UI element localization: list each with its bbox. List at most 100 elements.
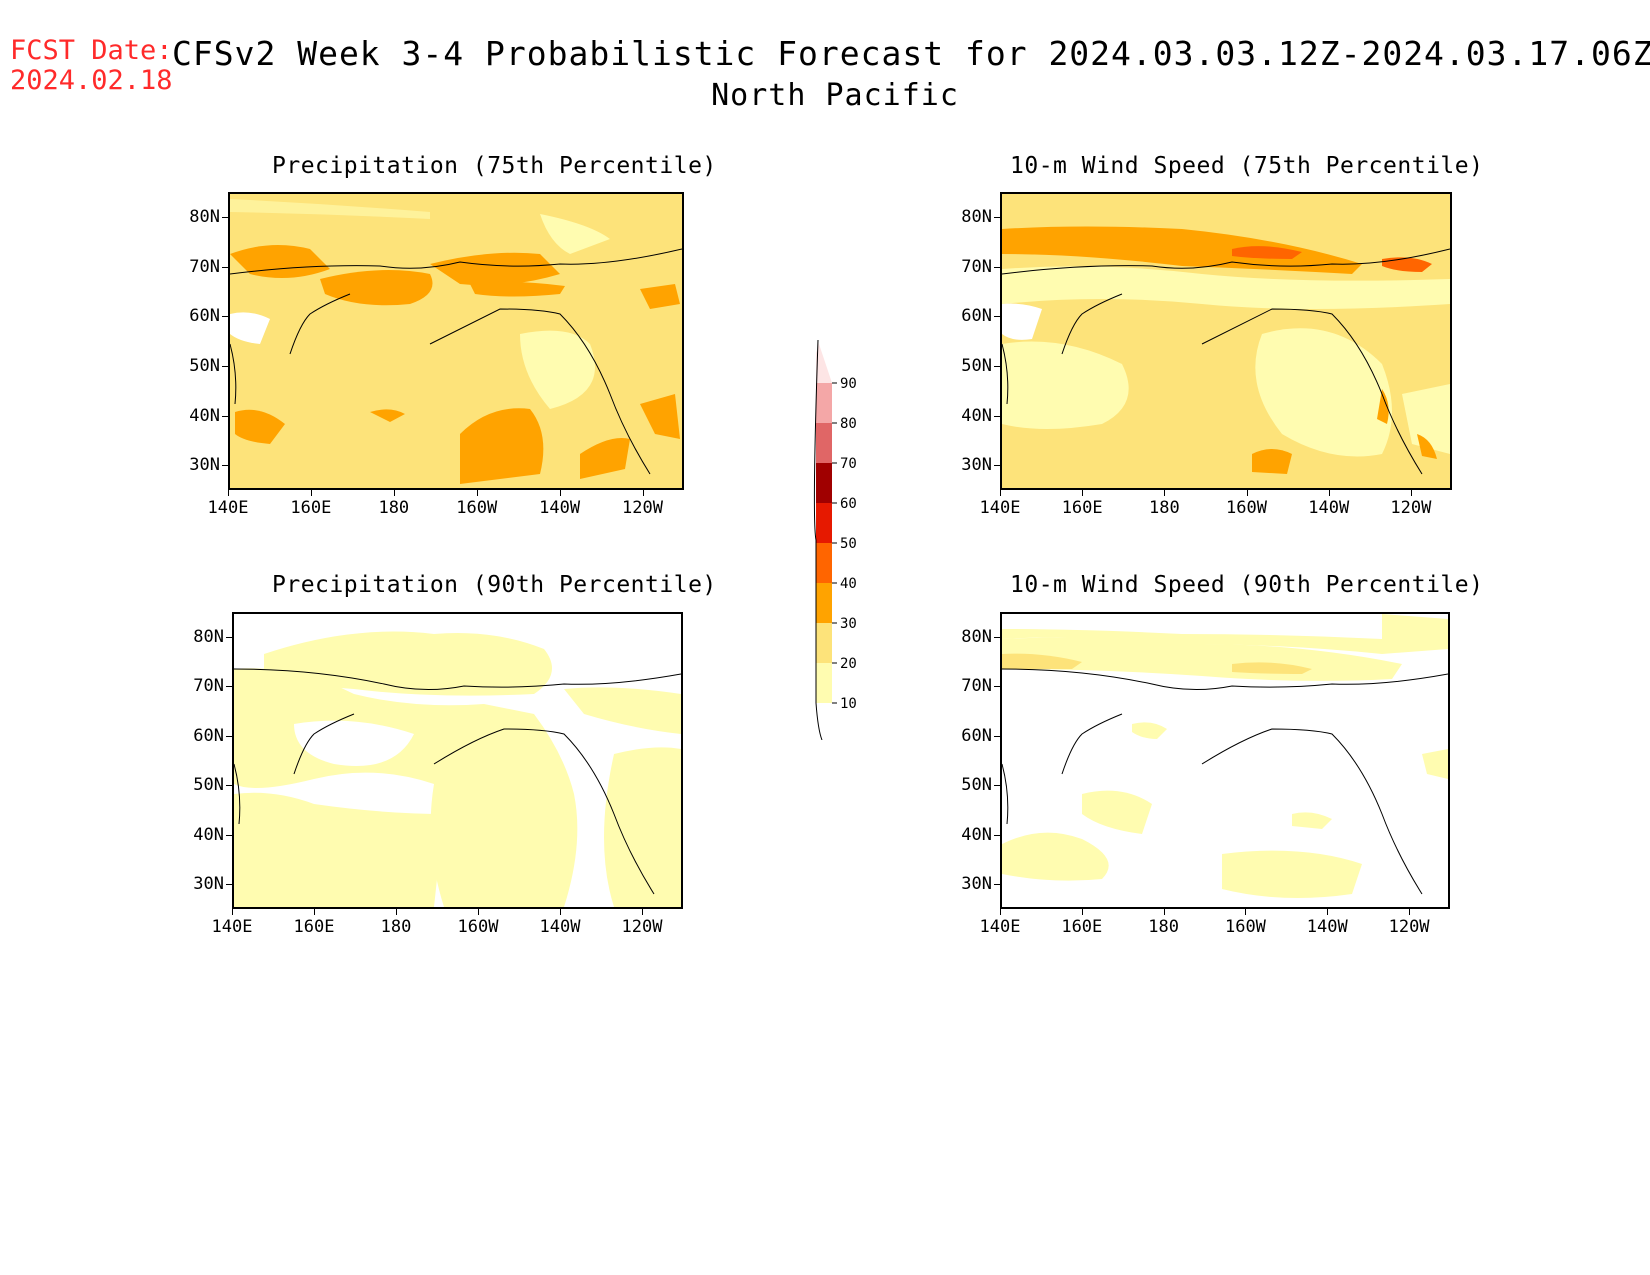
lat-tick <box>222 365 228 367</box>
fcst-date: 2024.02.18 <box>10 65 173 96</box>
colorbar-label: 80 <box>840 416 857 432</box>
colorbar-label: 60 <box>840 496 857 512</box>
lat-tick <box>222 266 228 268</box>
lat-label: 60N <box>961 306 992 327</box>
lat-tick <box>226 735 232 737</box>
lon-label: 180 <box>1148 917 1179 937</box>
fcst-label: FCST Date: <box>10 35 173 66</box>
lon-tick <box>476 490 478 496</box>
colorbar-outline <box>813 339 823 741</box>
lat-label: 40N <box>189 405 220 426</box>
lat-label: 80N <box>193 626 224 647</box>
colorbar-graphic: 10 20 30 40 50 60 70 80 90 <box>813 339 857 741</box>
lon-label: 120W <box>621 917 663 937</box>
lat-tick <box>222 415 228 417</box>
colorbar-label: 20 <box>840 656 857 672</box>
lat-label: 60N <box>189 306 220 327</box>
colorbar-segment <box>816 423 832 463</box>
lat-label: 70N <box>193 676 224 697</box>
lat-label: 30N <box>961 455 992 476</box>
lon-tick <box>396 909 397 915</box>
lat-tick <box>222 465 228 467</box>
colorbar-label: 30 <box>840 616 857 632</box>
lon-label: 180 <box>380 917 412 937</box>
lon-label: 180 <box>378 498 410 518</box>
lat-label: 40N <box>961 824 992 845</box>
colorbar-segment <box>816 383 832 423</box>
lat-label: 80N <box>961 206 992 227</box>
lat-tick <box>226 636 232 638</box>
lat-label: 60N <box>193 725 224 746</box>
lon-label: 140E <box>979 917 1021 937</box>
lat-label: 50N <box>961 775 992 796</box>
lat-tick <box>994 415 1000 417</box>
lat-label: 80N <box>189 206 220 227</box>
lon-tick <box>1327 909 1329 915</box>
lon-tick <box>393 490 395 496</box>
lon-label: 120W <box>1388 917 1430 937</box>
lon-tick <box>1245 909 1247 915</box>
colorbar-segment <box>816 543 832 583</box>
lon-tick <box>1409 909 1411 915</box>
lat-label: 30N <box>193 874 224 895</box>
page-title: CFSv2 Week 3-4 Probabilistic Forecast fo… <box>172 34 1650 73</box>
lon-tick <box>642 490 644 496</box>
colorbar-label: 70 <box>840 456 857 472</box>
lon-tick <box>1000 490 1001 496</box>
lon-tick <box>559 490 561 496</box>
lat-tick <box>226 686 232 688</box>
lon-label: 180 <box>1149 498 1180 518</box>
lon-label: 160W <box>456 498 498 518</box>
lat-label: 60N <box>961 725 992 746</box>
map-wind-75 <box>1000 192 1452 490</box>
lon-label: 140E <box>207 498 249 518</box>
colorbar-segment <box>816 663 832 703</box>
lon-tick <box>1082 490 1084 496</box>
lon-label: 140E <box>211 917 253 937</box>
lat-label: 80N <box>961 626 992 647</box>
lon-tick <box>314 909 315 915</box>
lon-tick <box>1328 490 1330 496</box>
lon-tick <box>1081 909 1083 915</box>
lon-label: 160W <box>1226 498 1267 518</box>
lon-tick <box>478 909 479 915</box>
lat-tick <box>994 735 1000 737</box>
lat-label: 50N <box>189 355 220 376</box>
panel-title-precip-90: Precipitation (90th Percentile) <box>272 572 717 598</box>
lat-tick <box>994 465 1000 467</box>
lat-tick <box>994 686 1000 688</box>
lat-label: 40N <box>961 405 992 426</box>
lat-tick <box>222 316 228 318</box>
map-precip-75 <box>228 192 684 490</box>
lat-label: 70N <box>961 256 992 277</box>
lat-tick <box>226 785 232 787</box>
lon-label: 120W <box>622 498 663 518</box>
lon-label: 160W <box>457 917 499 937</box>
lon-label: 160W <box>1224 917 1266 937</box>
lat-label: 40N <box>193 824 224 845</box>
colorbar-segment <box>816 583 832 623</box>
lat-label: 50N <box>193 775 224 796</box>
lat-tick <box>994 316 1000 318</box>
colorbar-label: 50 <box>840 536 857 552</box>
lat-tick <box>994 266 1000 268</box>
lon-tick <box>232 909 233 915</box>
colorbar-segment <box>816 463 832 503</box>
lon-label: 120W <box>1390 498 1432 518</box>
lat-tick <box>994 636 1000 638</box>
lat-tick <box>222 216 228 218</box>
colorbar-segment <box>816 503 832 543</box>
lat-label: 70N <box>189 256 220 277</box>
lon-label: 140W <box>539 917 581 937</box>
lat-tick <box>226 834 232 836</box>
lon-label: 160E <box>290 498 332 518</box>
lat-tick <box>994 365 1000 367</box>
lon-label: 140W <box>1308 498 1350 518</box>
lon-label: 140W <box>539 498 581 518</box>
lat-tick <box>226 884 232 886</box>
map-precip-90 <box>232 612 683 909</box>
lat-tick <box>994 216 1000 218</box>
colorbar-label: 40 <box>840 576 857 592</box>
map-wind-90 <box>1000 612 1450 909</box>
lon-label: 140E <box>979 498 1021 518</box>
